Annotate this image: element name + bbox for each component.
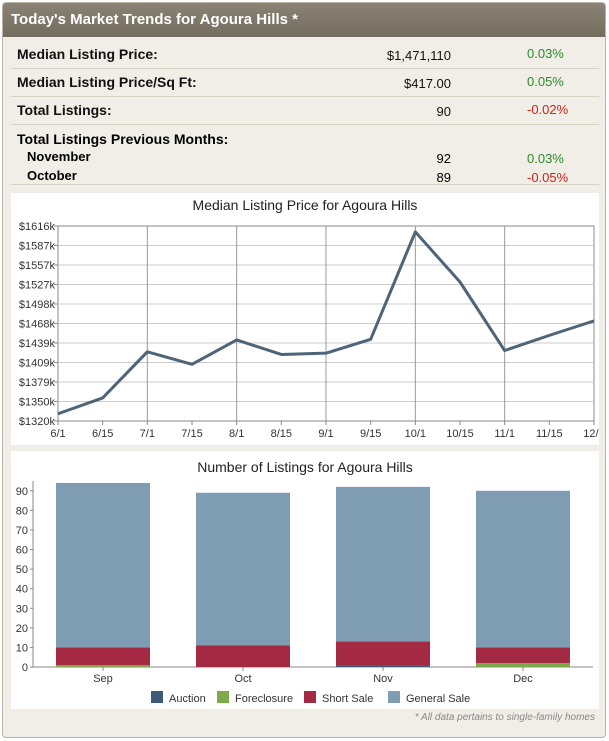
stat-label: Median Listing Price:: [17, 46, 158, 62]
stat-label: Total Listings:: [17, 102, 112, 118]
stat-row-previous-months: Total Listings Previous Months: November…: [11, 125, 599, 185]
bar-segment-general-sale: [476, 490, 570, 648]
bar-segment-foreclosure: [56, 665, 150, 667]
legend-swatch: [388, 691, 400, 703]
y-tick-label: $1527k: [19, 280, 56, 292]
stat-label: Median Listing Price/Sq Ft:: [17, 74, 197, 90]
bar-segment-short-sale: [56, 647, 150, 666]
month-value: 92: [436, 151, 451, 166]
footnote: * All data pertains to single-family hom…: [414, 712, 595, 723]
legend-swatch: [304, 691, 316, 703]
y-tick-label: $1498k: [19, 299, 56, 311]
y-tick-label: $1439k: [19, 338, 56, 350]
y-tick-label: 0: [22, 662, 28, 674]
x-tick-label: 10/15: [446, 428, 474, 440]
x-tick-label: Sep: [93, 673, 113, 685]
bar-segment-short-sale: [196, 645, 290, 667]
y-tick-label: 60: [16, 545, 28, 557]
x-tick-label: Dec: [513, 673, 533, 685]
x-tick-label: Nov: [373, 673, 393, 685]
line-chart-panel: Median Listing Price for Agoura Hills $1…: [11, 193, 599, 445]
bar-segment-general-sale: [336, 486, 430, 642]
bar-chart: 0 10 20 30 40 50 60 70 80 90 Sep Oct Nov Dec Auction Fo…: [16, 481, 593, 705]
x-tick-label: 12/1: [583, 428, 599, 440]
x-tick-label: 10/1: [405, 428, 426, 440]
legend-swatch: [151, 691, 163, 703]
x-tick-label: 9/15: [360, 428, 381, 440]
bar-segment-general-sale: [196, 492, 290, 646]
stat-value: 90: [436, 104, 451, 119]
legend-label: Short Sale: [322, 693, 373, 705]
x-tick-label: Oct: [234, 673, 251, 685]
y-tick-label: 10: [16, 642, 28, 654]
bar-chart-panel: Number of Listings for Agoura Hills 0 10 2…: [11, 451, 599, 709]
stat-change: 0.05%: [527, 74, 564, 89]
x-tick-label: 6/15: [92, 428, 113, 440]
stat-change: -0.02%: [527, 102, 569, 117]
line-chart-title: Median Listing Price for Agoura Hills: [192, 197, 418, 213]
y-tick-label: $1320k: [19, 416, 56, 428]
stat-value: $417.00: [404, 76, 451, 91]
bar-segment-general-sale: [56, 482, 150, 648]
y-tick-label: $1379k: [19, 377, 56, 389]
stat-row-total-listings: Total Listings: 90 -0.02%: [11, 97, 599, 125]
y-tick-label: 90: [16, 486, 28, 498]
stat-value: $1,471,110: [386, 48, 451, 63]
median-price-line: [57, 230, 595, 416]
stat-row-price-per-sqft: Median Listing Price/Sq Ft: $417.00 0.05…: [11, 69, 599, 97]
month-label: November: [27, 149, 91, 164]
previous-month-row: November 92 0.03%: [11, 149, 599, 169]
y-tick-label: 70: [16, 525, 28, 537]
month-label: October: [27, 168, 77, 183]
legend-label: Auction: [169, 693, 206, 705]
y-tick-label: $1616k: [19, 221, 56, 233]
y-tick-label: 20: [16, 623, 28, 635]
bar-segment-foreclosure: [476, 663, 570, 667]
bar-segment-short-sale: [476, 647, 570, 664]
y-tick-label: $1557k: [19, 260, 56, 272]
x-tick-label: 8/15: [271, 428, 292, 440]
stats-table: Median Listing Price: $1,471,110 0.03% M…: [11, 41, 599, 185]
x-tick-label: 8/1: [229, 428, 244, 440]
stat-change: 0.03%: [527, 46, 564, 61]
previous-month-row: October 89 -0.05%: [11, 168, 599, 188]
bar-segment-auction: [336, 665, 430, 667]
month-change: 0.03%: [527, 151, 564, 166]
y-tick-label: $1409k: [19, 358, 56, 370]
month-change: -0.05%: [527, 170, 569, 185]
y-tick-label: $1350k: [19, 397, 56, 409]
y-tick-label: 80: [16, 505, 28, 517]
x-tick-label: 11/1: [494, 428, 515, 440]
month-value: 89: [436, 170, 451, 185]
legend-label: Foreclosure: [235, 693, 293, 705]
stat-row-median-price: Median Listing Price: $1,471,110 0.03%: [11, 41, 599, 69]
y-tick-label: 30: [16, 603, 28, 615]
line-chart: $1320k $1350k $1379k $1409k $1439k $1468k $149…: [19, 221, 599, 440]
y-tick-label: $1468k: [19, 319, 56, 331]
legend-label: General Sale: [406, 693, 470, 705]
y-tick-label: 40: [16, 584, 28, 596]
stat-label: Total Listings Previous Months:: [17, 131, 229, 147]
x-tick-label: 6/1: [50, 428, 65, 440]
widget-header: Today's Market Trends for Agoura Hills *: [3, 3, 605, 37]
x-tick-label: 7/15: [181, 428, 202, 440]
x-tick-label: 11/15: [536, 428, 563, 440]
bar-chart-title: Number of Listings for Agoura Hills: [197, 459, 413, 475]
legend-swatch: [217, 691, 229, 703]
x-tick-label: 7/1: [140, 428, 155, 440]
y-tick-label: 50: [16, 564, 28, 576]
x-tick-label: 9/1: [318, 428, 333, 440]
y-tick-label: $1587k: [19, 241, 56, 253]
bar-segment-short-sale: [336, 641, 430, 666]
